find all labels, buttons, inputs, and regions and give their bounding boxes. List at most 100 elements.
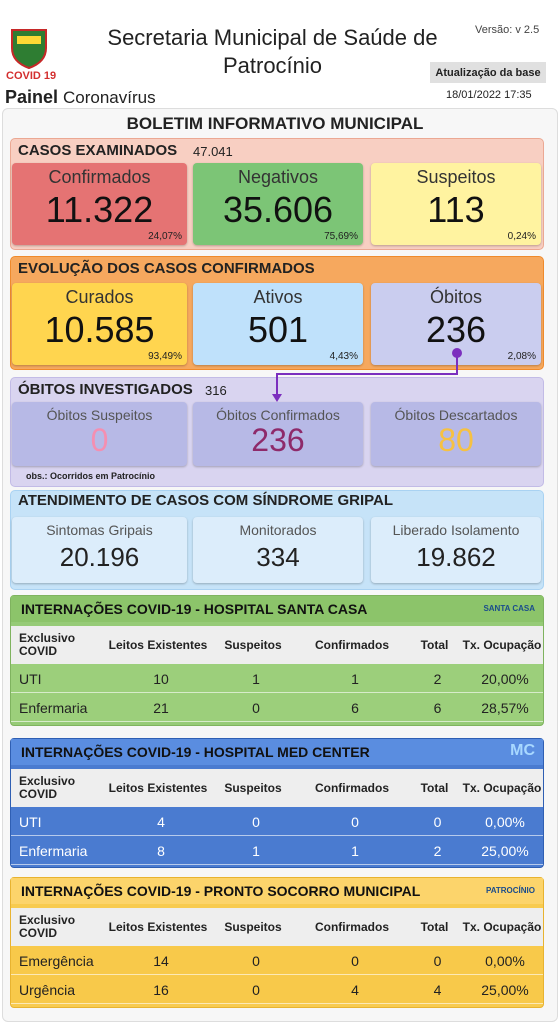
- stat-card: Óbitos Descartados 80: [371, 402, 541, 466]
- table-row: Enfermaria 21 0 6 6 28,57%: [11, 693, 543, 722]
- table-header-cell: Leitos Existentes: [108, 780, 208, 795]
- stat-card: Suspeitos 113 0,24%: [371, 163, 541, 245]
- card-value: 20.196: [59, 542, 140, 572]
- table-row: UTI 10 1 1 2 20,00%: [11, 664, 543, 693]
- table-row: Urgência 16 0 4 4 25,00%: [11, 975, 543, 1004]
- section-note: obs.: Ocorridos em Patrocínio: [26, 471, 156, 481]
- card-value: 80: [438, 422, 474, 458]
- table-header-cell: Leitos Existentes: [108, 637, 208, 652]
- table-logo: SANTA CASA: [483, 604, 535, 613]
- table-cell: 4: [157, 813, 165, 830]
- card-label: Óbitos: [429, 287, 483, 307]
- table-header-cell: Exclusivo COVID: [19, 631, 76, 658]
- card-value: 11.322: [45, 189, 154, 230]
- table-header-cell: Suspeitos: [224, 637, 282, 652]
- table-header-cell: Exclusivo COVID: [19, 913, 76, 940]
- panel-subtitle: Coronavírus: [63, 88, 156, 107]
- table-cell: 20,00%: [481, 670, 529, 687]
- table-cell: 0,00%: [485, 813, 525, 830]
- table-cell: 0: [252, 981, 260, 998]
- logo-band: [17, 36, 41, 44]
- card-label: Suspeitos: [416, 167, 496, 187]
- bulletin-title: BOLETIM INFORMATIVO MUNICIPAL: [126, 114, 424, 133]
- table-logo: PATROCÍNIO: [485, 886, 535, 895]
- table-cell: 28,57%: [481, 699, 529, 716]
- section-title: CASOS EXAMINADOS: [18, 142, 178, 159]
- section-total: 47.041: [193, 144, 233, 159]
- table-cell: Enfermaria: [19, 842, 88, 859]
- table-cell: 6: [433, 699, 442, 716]
- table-header-cell: Total: [420, 780, 449, 795]
- table-header-cell: Total: [420, 637, 449, 652]
- card-label: Ativos: [253, 287, 303, 307]
- card-label: Óbitos Confirmados: [216, 407, 340, 423]
- table-title-bar: INTERNAÇÕES COVID-19 - HOSPITAL MED CENT…: [11, 739, 543, 765]
- logo-label: COVID 19: [6, 70, 57, 82]
- table-cell: UTI: [19, 670, 42, 687]
- card-percent: 24,07%: [148, 231, 182, 242]
- stat-card: Monitorados 334: [193, 517, 363, 583]
- table-header-row: Exclusivo COVID Leitos Existentes Suspeito…: [11, 908, 543, 946]
- table-header-cell: Tx. Ocupação: [462, 780, 542, 795]
- card-percent: 0,24%: [507, 231, 536, 242]
- table-cell: UTI: [19, 813, 42, 830]
- table-cell: 14: [153, 952, 169, 969]
- table-panel: INTERNAÇÕES COVID-19 - HOSPITAL MED CENT…: [10, 738, 544, 868]
- table-cell: 6: [351, 699, 359, 716]
- table-cell: Emergência: [19, 952, 94, 969]
- update-date: 18/01/2022 17:35: [446, 89, 532, 101]
- card-percent: 75,69%: [324, 231, 358, 242]
- table-cell: 0,00%: [485, 952, 525, 969]
- card-label: Sintomas Gripais: [46, 522, 153, 538]
- table-row: Emergência 14 0 0 0 0,00%: [11, 946, 543, 975]
- card-label: Confirmados: [48, 167, 151, 187]
- stat-card: Liberado Isolamento 19.862: [371, 517, 541, 583]
- stat-card: Óbitos Confirmados 236: [193, 402, 363, 466]
- card-value: 236: [251, 422, 305, 458]
- version: Versão: v 2.5: [475, 24, 540, 36]
- stat-card: Confirmados 11.322 24,07%: [12, 163, 187, 245]
- table-header-cell: Confirmados: [314, 637, 389, 652]
- table-cell: 0: [252, 699, 260, 716]
- card-percent: 4,43%: [329, 351, 358, 362]
- table-cell: 0: [252, 813, 260, 830]
- table-cell: 1: [252, 670, 260, 687]
- table-cell: 25,00%: [481, 981, 529, 998]
- table-cell: Enfermaria: [19, 699, 88, 716]
- card-value: 19.862: [416, 542, 496, 572]
- table-header-row: Exclusivo COVID Leitos Existentes Suspeito…: [11, 769, 543, 807]
- table-cell: 0: [433, 813, 442, 830]
- card-value: 334: [256, 542, 300, 572]
- table-cell: 0: [252, 952, 260, 969]
- page-title: Secretaria Municipal de Saúde de Patrocí…: [107, 25, 438, 78]
- table-header-cell: Tx. Ocupação: [462, 637, 542, 652]
- card-label: Óbitos Suspeitos: [46, 407, 153, 423]
- card-percent: 2,08%: [507, 351, 536, 362]
- table-cell: 21: [153, 699, 169, 716]
- logo-shield: [11, 29, 47, 70]
- table-logo: MC: [510, 742, 535, 759]
- table-header-cell: Total: [420, 919, 449, 934]
- table-row: UTI 4 0 0 0 0,00%: [11, 807, 543, 836]
- stat-card: Óbitos 236 2,08%: [371, 283, 541, 365]
- stat-card: Ativos 501 4,43%: [193, 283, 363, 365]
- stat-card: Curados 10.585 93,49%: [12, 283, 187, 365]
- section-title: EVOLUÇÃO DOS CASOS CONFIRMADOS: [18, 260, 315, 277]
- table-title: INTERNAÇÕES COVID-19 - HOSPITAL MED CENT…: [21, 744, 370, 760]
- table-header-cell: Suspeitos: [224, 919, 282, 934]
- card-label: Negativos: [237, 167, 319, 187]
- section-title: ÓBITOS INVESTIGADOS: [18, 381, 193, 398]
- card-value: 113: [427, 189, 485, 230]
- table-cell: 4: [433, 981, 442, 998]
- table-cell: 16: [153, 981, 169, 998]
- card-value: 10.585: [44, 309, 155, 350]
- table-header-cell: Confirmados: [314, 919, 389, 934]
- stat-card: Sintomas Gripais 20.196: [12, 517, 187, 583]
- update-button[interactable]: Atualização da base: [430, 62, 546, 83]
- table-cell: 10: [153, 670, 169, 687]
- card-value: 236: [425, 309, 487, 350]
- card-value: 0: [90, 422, 109, 458]
- card-label: Liberado Isolamento: [392, 522, 520, 538]
- table-header-cell: Leitos Existentes: [108, 919, 208, 934]
